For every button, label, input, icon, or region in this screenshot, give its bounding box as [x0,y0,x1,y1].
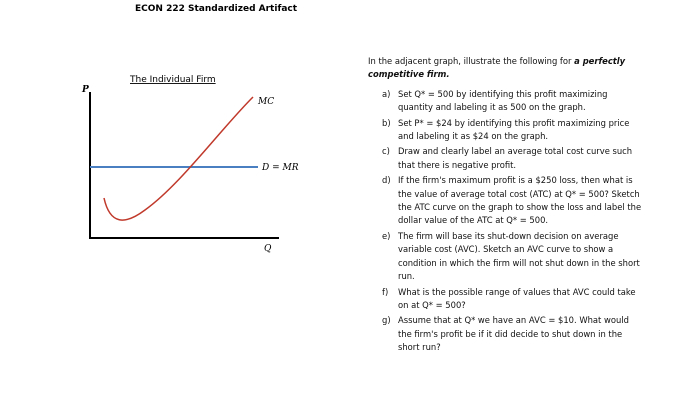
item: a) Set Q* = 500 by identifying this profi… [368,88,643,115]
item: f) What is the possible range of values t… [368,286,643,313]
item-label: f) [382,286,389,297]
demand-label: D = MR [261,163,299,173]
item-label: e) [382,230,391,241]
item-label: c) [382,146,390,157]
instructions: In the adjacent graph, illustrate the fo… [368,55,643,355]
y-axis-label: P [81,85,89,95]
item-list: a) Set Q* = 500 by identifying this profi… [368,88,643,355]
item-text: If the firm's maximum profit is a $250 l… [398,175,642,226]
item-text: Set P* = $24 by identifying this profit … [398,117,630,142]
mc-label: MC [257,97,274,107]
graph-title: The Individual Firm [129,75,216,85]
item-text: Draw and clearly label an average total … [398,146,633,170]
intro-emphasis: a perfectly competitive firm. [368,56,626,80]
item-label: a) [382,88,391,99]
item-text: Set Q* = 500 by identifying this profit … [398,88,608,113]
item-label: d) [382,175,391,186]
item: e) The firm will base its shut-down decis… [368,230,643,284]
item: b) Set P* = $24 by identifying this profi… [368,117,643,144]
graph: The Individual Firm P MC D = MR Q [81,75,299,254]
item-text: What is the possible range of values tha… [398,286,636,310]
item-label: g) [382,315,391,326]
item-text: The firm will base its shut-down decisio… [398,230,640,282]
x-axis-label: Q [264,244,272,254]
item: c) Draw and clearly label an average tota… [368,145,643,172]
intro: In the adjacent graph, illustrate the fo… [368,55,643,82]
mc-curve [103,96,254,221]
item-text: Assume that at Q* we have an AVC = $10. … [398,315,629,353]
item: g) Assume that at Q* we have an AVC = $10… [368,314,643,354]
item-label: b) [382,117,391,128]
intro-text: In the adjacent graph, illustrate the fo… [368,56,572,66]
header-title: ECON 222 Standardized Artifact [135,4,298,14]
item: d) If the firm's maximum profit is a $250… [368,174,643,228]
